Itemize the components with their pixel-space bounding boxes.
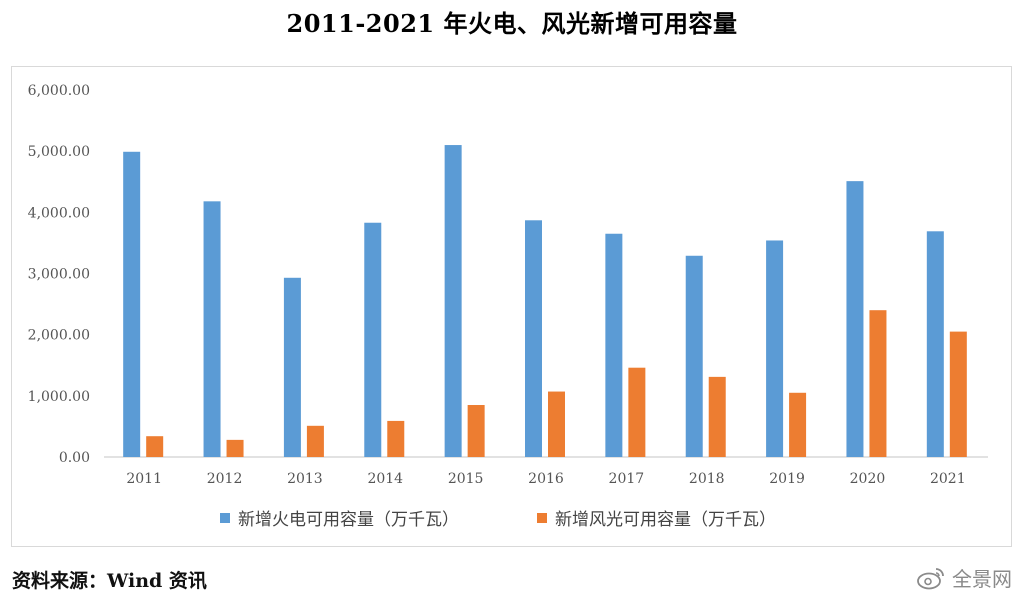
y-tick-label: 1,000.00 [28,389,90,405]
x-tick-label: 2018 [689,471,725,487]
x-tick-label: 2015 [448,471,484,487]
bar-wind-solar [146,436,164,457]
y-tick-label: 5,000.00 [28,144,90,160]
legend-label-wind-solar: 新增风光可用容量（万千瓦） [555,510,776,530]
bar-wind-solar [306,425,324,457]
bar-thermal [203,201,221,457]
weibo-icon [917,567,944,589]
bar-wind-solar [467,405,485,457]
chart-frame [11,66,1012,547]
x-tick-label: 2017 [609,471,645,487]
y-tick-label: 3,000.00 [28,267,90,283]
bar-thermal [846,181,864,457]
y-tick-label: 6,000.00 [28,83,90,99]
legend-swatch-wind-solar [537,512,547,523]
bar-wind-solar [708,376,726,457]
bar-wind-solar [387,420,405,457]
legend-item-thermal: 新增火电可用容量（万千瓦） [220,505,459,530]
bar-wind-solar [226,439,244,457]
bar-wind-solar [628,367,646,457]
bar-thermal [283,277,301,457]
x-tick-label: 2011 [126,471,162,487]
x-tick-label: 2016 [528,471,564,487]
bar-wind-solar [869,310,887,457]
y-tick-label: 0.00 [59,450,90,466]
y-tick-label: 4,000.00 [28,205,90,221]
x-tick-label: 2021 [930,471,966,487]
watermark: 全景网 [916,563,1012,592]
x-tick-label: 2013 [287,471,323,487]
bar-thermal [685,255,703,457]
legend-swatch-thermal [220,512,230,523]
bar-wind-solar [949,331,967,457]
watermark-text: 全景网 [952,567,1012,591]
y-tick-label: 2,000.00 [28,328,90,344]
x-tick-label: 2019 [769,471,805,487]
bar-wind-solar [789,392,807,457]
bar-thermal [444,145,462,458]
source-note: 资料来源：Wind 资讯 [12,570,207,592]
legend-label-thermal: 新增火电可用容量（万千瓦） [238,510,459,530]
x-tick-label: 2012 [207,471,243,487]
bar-thermal [364,222,382,457]
x-tick-label: 2014 [367,471,403,487]
chart-legend: 新增火电可用容量（万千瓦） 新增风光可用容量（万千瓦） [0,505,1024,535]
bar-thermal [525,220,542,457]
x-tick-label: 2020 [850,471,886,487]
bar-thermal [123,151,141,458]
bar-thermal [605,233,623,457]
chart-title: 2011-2021 年火电、风光新增可用容量 [286,9,738,38]
bar-thermal [926,231,944,457]
bar-wind-solar [548,391,565,457]
legend-item-wind-solar: 新增风光可用容量（万千瓦） [537,505,776,530]
bar-thermal [766,240,784,457]
